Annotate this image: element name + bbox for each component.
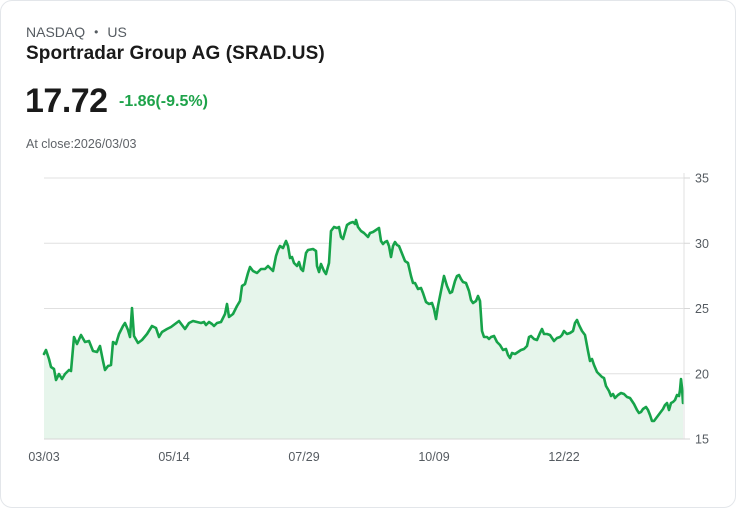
y-tick-label: 25 bbox=[695, 302, 709, 316]
chart-price-line bbox=[42, 218, 685, 423]
y-tick-label: 35 bbox=[695, 172, 709, 186]
exchange-info: NASDAQ • US bbox=[26, 24, 127, 40]
y-tick-label: 30 bbox=[695, 237, 709, 251]
chart-area-fill bbox=[44, 220, 683, 439]
region-label: US bbox=[107, 24, 127, 40]
close-timestamp: At close:2026/03/03 bbox=[26, 137, 137, 151]
separator-dot: • bbox=[94, 25, 99, 39]
x-tick-label: 12/22 bbox=[548, 450, 579, 464]
y-axis-ticks: 35 30 25 20 15 bbox=[684, 172, 709, 447]
y-tick-label: 20 bbox=[695, 367, 709, 381]
price-change: -1.86(-9.5%) bbox=[119, 93, 208, 110]
x-tick-label: 07/29 bbox=[288, 450, 319, 464]
x-tick-label: 03/03 bbox=[28, 450, 59, 464]
stock-title: Sportradar Group AG (SRAD.US) bbox=[26, 43, 325, 64]
x-axis-ticks: 03/03 05/14 07/29 10/09 12/22 bbox=[28, 450, 579, 464]
y-tick-label: 15 bbox=[695, 433, 709, 447]
exchange-name: NASDAQ bbox=[26, 24, 86, 40]
current-price: 17.72 bbox=[25, 82, 108, 120]
x-tick-label: 10/09 bbox=[418, 450, 449, 464]
x-tick-label: 05/14 bbox=[158, 450, 189, 464]
